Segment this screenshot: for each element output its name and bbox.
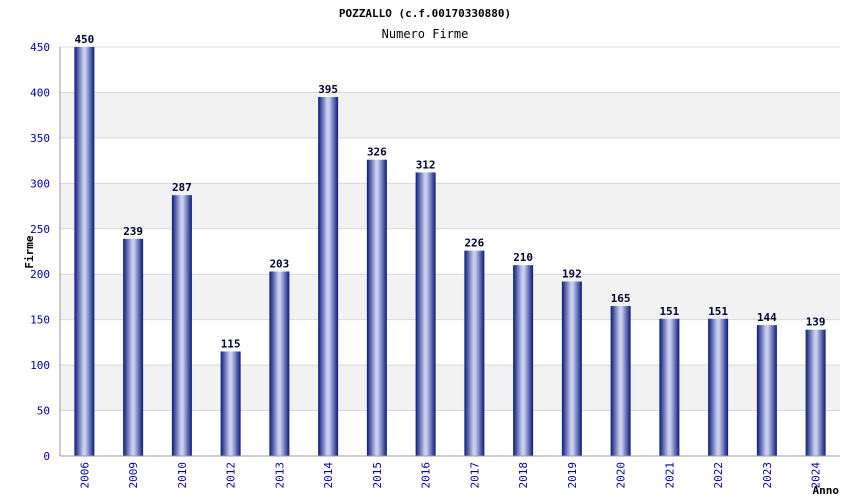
bar-2021 (659, 318, 680, 456)
x-tick-label: 2020 (615, 462, 628, 489)
value-label: 192 (562, 267, 582, 280)
x-axis-ticks: 2006 2009 2010 2012 2013 2014 2015 2016 2017 2018… (78, 462, 822, 489)
x-tick-label: 2021 (663, 462, 676, 489)
value-label: 239 (123, 225, 143, 238)
y-axis-label: Firme (23, 235, 36, 268)
value-label: 151 (708, 305, 728, 318)
bar-2023 (756, 325, 777, 456)
x-tick-label: 2014 (322, 462, 335, 489)
x-tick-label: 2006 (78, 462, 91, 489)
bar-2012 (220, 351, 241, 456)
x-tick-label: 2010 (176, 462, 189, 489)
x-tick-label: 2023 (761, 462, 774, 489)
grid-band (60, 92, 840, 138)
x-tick-label: 2013 (273, 462, 286, 489)
x-tick-label: 2012 (225, 462, 238, 489)
chart-subtitle: Numero Firme (382, 27, 469, 41)
value-label: 326 (367, 146, 387, 159)
x-axis-label: Anno (813, 484, 840, 497)
bar-2013 (269, 271, 290, 456)
bar-2018 (513, 265, 534, 456)
bars: 450 239 287 115 203 395 326 312 226 210 192 165 151 1… (74, 33, 826, 457)
bar-2015 (366, 159, 387, 457)
chart-title: POZZALLO (c.f.00170330880) (339, 7, 511, 20)
y-tick-label: 150 (30, 314, 50, 327)
value-label: 139 (806, 316, 826, 329)
x-tick-label: 2018 (517, 462, 530, 489)
value-label: 115 (221, 337, 241, 350)
y-tick-label: 350 (30, 132, 50, 145)
x-tick-label: 2009 (127, 462, 140, 489)
value-label: 226 (464, 237, 484, 250)
y-axis-ticks: 0 50 100 150 200 250 300 350 400 450 (30, 41, 50, 463)
bar-2016 (415, 172, 436, 456)
x-tick-label: 2022 (712, 462, 725, 489)
value-label: 312 (416, 158, 436, 171)
y-tick-label: 50 (37, 405, 50, 418)
bar-2009 (123, 238, 144, 456)
y-tick-label: 400 (30, 86, 50, 99)
value-label: 395 (318, 83, 338, 96)
value-label: 144 (757, 311, 777, 324)
bar-2019 (561, 281, 582, 456)
x-tick-label: 2015 (371, 462, 384, 489)
value-label: 203 (269, 257, 289, 270)
value-label: 210 (513, 251, 533, 264)
y-tick-label: 450 (30, 41, 50, 54)
bar-2014 (318, 96, 339, 456)
value-label: 450 (74, 33, 94, 46)
bar-2022 (708, 318, 729, 456)
bar-2020 (610, 306, 631, 456)
value-label: 165 (611, 292, 631, 305)
y-tick-label: 250 (30, 223, 50, 236)
y-tick-label: 200 (30, 268, 50, 281)
bar-2017 (464, 250, 485, 456)
bar-2024 (805, 329, 826, 456)
bar-2006 (74, 47, 95, 456)
y-tick-label: 100 (30, 359, 50, 372)
x-tick-label: 2024 (810, 462, 823, 489)
value-label: 151 (659, 305, 679, 318)
y-tick-label: 0 (43, 450, 50, 463)
x-tick-label: 2017 (468, 462, 481, 489)
y-tick-label: 300 (30, 177, 50, 190)
value-label: 287 (172, 181, 192, 194)
x-tick-label: 2019 (566, 462, 579, 489)
x-tick-label: 2016 (420, 462, 433, 489)
bar-2010 (171, 195, 192, 456)
